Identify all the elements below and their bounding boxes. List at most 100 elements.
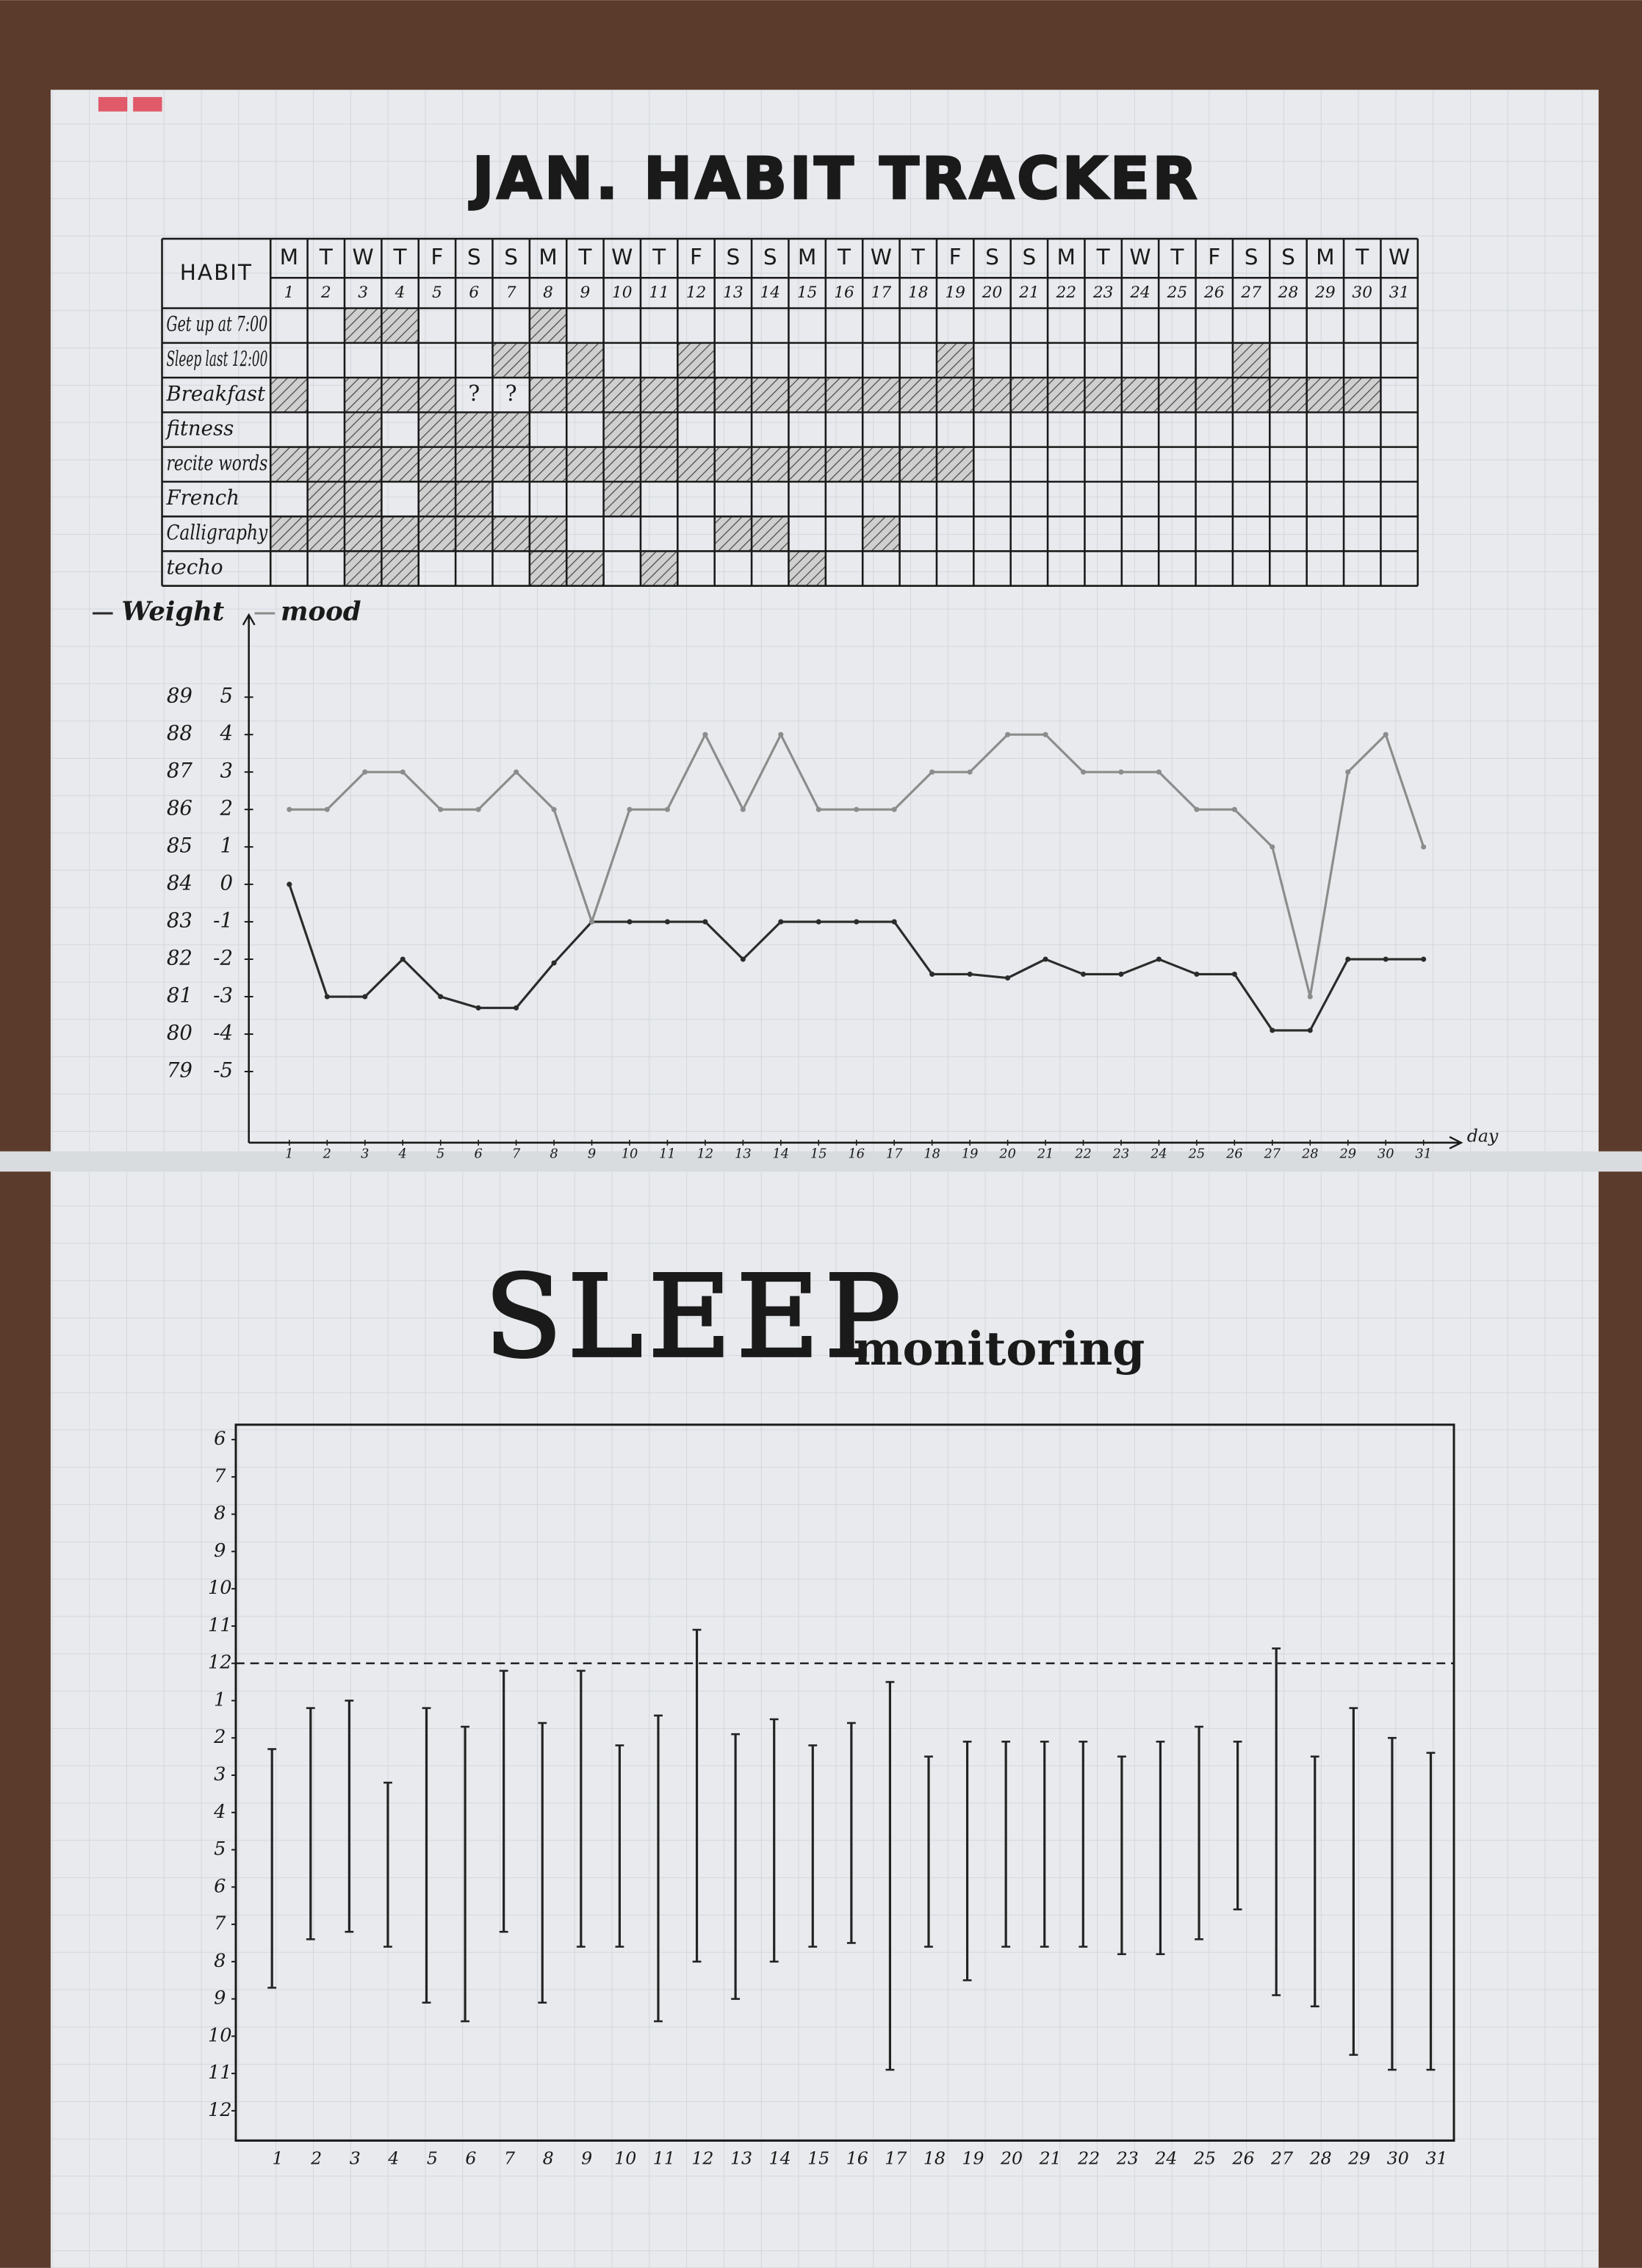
- weekday: S: [1245, 245, 1258, 270]
- x-tick-label: 5: [427, 2148, 438, 2169]
- done-cell: [677, 447, 715, 482]
- series-point: [1043, 956, 1048, 962]
- habit-name: fitness: [165, 417, 234, 441]
- tab: [98, 97, 128, 112]
- done-cell: [418, 447, 456, 482]
- done-cell: [1121, 378, 1159, 413]
- x-tick-label: 26: [1225, 1147, 1243, 1162]
- weekday: T: [911, 245, 926, 270]
- day-number: 13: [723, 284, 743, 302]
- x-tick-label: 24: [1154, 2148, 1177, 2169]
- series-point: [1118, 769, 1124, 775]
- x-tick-label: 1: [285, 1147, 293, 1162]
- x-tick-label: 7: [512, 1147, 521, 1162]
- x-tick-label: 4: [387, 2148, 399, 2169]
- done-cell: [899, 447, 937, 482]
- habit-name: Sleep last 12:00: [166, 347, 267, 371]
- series-point: [362, 769, 368, 775]
- x-tick-label: 31: [1415, 1147, 1432, 1162]
- weekday: S: [985, 245, 999, 270]
- y-tick-label: 12: [208, 1652, 232, 1674]
- day-number: 19: [945, 284, 965, 302]
- weekday: S: [504, 245, 518, 270]
- series-point: [1156, 769, 1162, 775]
- x-tick-label: 10: [614, 2148, 636, 2169]
- done-cell: [307, 481, 345, 517]
- series-point: [891, 919, 897, 925]
- done-cell: [418, 516, 456, 552]
- x-tick-label: 14: [773, 1147, 790, 1162]
- day-number: 16: [834, 284, 854, 302]
- y-tick-label: 8: [214, 1950, 226, 1972]
- x-tick-label: 13: [730, 2148, 752, 2169]
- done-cell: [899, 378, 937, 413]
- done-cell: [381, 308, 419, 343]
- weekday: F: [690, 245, 702, 270]
- habit-name: techo: [166, 556, 223, 579]
- x-tick-label: 19: [962, 2148, 984, 2169]
- day-number: 30: [1352, 284, 1372, 302]
- y-tick-label: 80: [167, 1021, 192, 1044]
- series-point: [438, 806, 444, 812]
- day-number: 27: [1240, 284, 1261, 302]
- done-cell: [603, 481, 641, 517]
- series-point: [1383, 956, 1389, 962]
- done-cell: [344, 481, 382, 517]
- y-tick-label: 9: [214, 1539, 226, 1561]
- done-cell: [1010, 378, 1048, 413]
- done-cell: [1232, 342, 1270, 378]
- series-point: [967, 769, 973, 775]
- series-point: [1345, 769, 1351, 775]
- done-cell: [381, 378, 419, 413]
- x-tick-label: 10: [622, 1147, 638, 1162]
- weekday: T: [1170, 245, 1184, 270]
- done-cell: [455, 516, 493, 552]
- done-cell: [788, 447, 826, 482]
- page-title: JAN. HABIT TRACKER: [469, 145, 1200, 212]
- x-tick-label: 3: [361, 1147, 369, 1162]
- habit-name: Breakfast: [165, 382, 266, 405]
- done-cell: [640, 412, 678, 447]
- done-cell: [863, 516, 900, 552]
- weekday: W: [871, 245, 892, 270]
- done-cell: [455, 412, 493, 447]
- series-point: [400, 769, 406, 775]
- y2-tick-label: 3: [220, 759, 234, 783]
- weekday: T: [393, 245, 408, 270]
- series-point: [1194, 806, 1200, 812]
- done-cell: [752, 447, 789, 482]
- done-cell: [529, 378, 567, 413]
- done-cell: [529, 308, 567, 343]
- y-tick-label: 6: [214, 1875, 226, 1897]
- done-cell: [344, 412, 382, 447]
- x-tick-label: 12: [691, 2148, 713, 2169]
- done-cell: [603, 447, 641, 482]
- done-cell: [418, 412, 456, 447]
- x-tick-label: 14: [769, 2148, 791, 2169]
- weekday: F: [949, 245, 962, 270]
- y-tick-label: 3: [214, 1763, 226, 1785]
- series-point: [1005, 732, 1011, 737]
- done-cell: [714, 378, 752, 413]
- x-tick-label: 25: [1188, 1147, 1206, 1162]
- done-cell: [788, 378, 826, 413]
- x-tick-label: 8: [543, 2148, 554, 2169]
- series-point: [740, 806, 746, 812]
- x-tick-label: 3: [350, 2148, 361, 2169]
- y-tick-label: 8: [214, 1503, 226, 1525]
- series-point: [1080, 769, 1087, 775]
- y2-tick-label: -1: [213, 909, 233, 933]
- x-tick-label: 30: [1378, 1147, 1394, 1162]
- x-tick-label: 16: [846, 2148, 868, 2169]
- weekday: S: [1022, 245, 1036, 270]
- day-number: 6: [469, 284, 479, 302]
- y-tick-label: 12: [208, 2099, 232, 2121]
- done-cell: [270, 378, 308, 413]
- series-point: [514, 769, 519, 775]
- done-cell: [492, 447, 530, 482]
- y-tick-label: 5: [214, 1838, 226, 1860]
- done-cell: [455, 481, 493, 517]
- day-number: 26: [1203, 284, 1225, 302]
